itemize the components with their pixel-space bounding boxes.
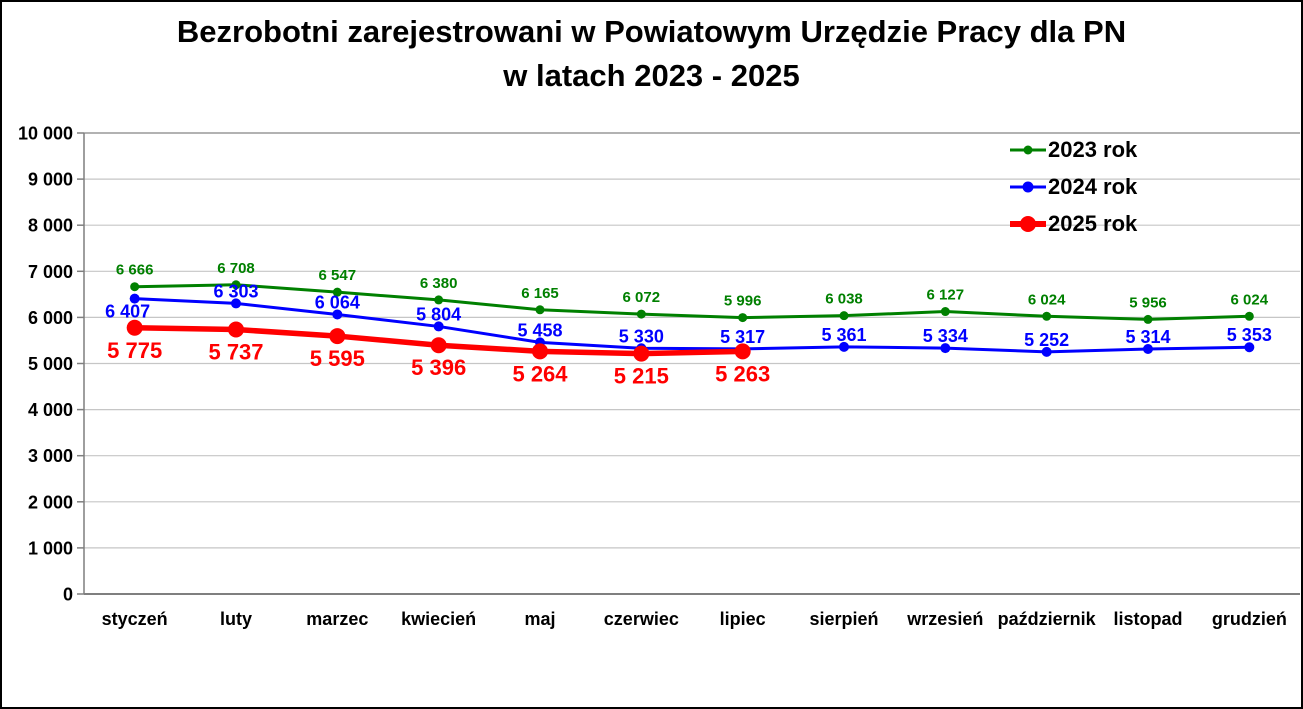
data-label: 6 666 [116, 262, 154, 279]
data-label: 5 737 [208, 340, 263, 365]
chart-title-block: Bezrobotni zarejestrowani w Powiatowym U… [2, 10, 1301, 98]
data-point [940, 307, 950, 317]
data-point [636, 309, 646, 319]
data-point [839, 311, 849, 321]
y-axis-label: 3 000 [28, 446, 73, 466]
series-line-2023-rok [134, 283, 1250, 321]
legend-line-dot-icon [1010, 140, 1046, 160]
data-label: 5 458 [517, 320, 562, 340]
x-axis-label: październik [998, 609, 1097, 629]
x-axis-label: grudzień [1212, 609, 1287, 629]
data-label: 6 303 [213, 281, 258, 301]
data-point [332, 287, 342, 297]
x-axis-label: maj [524, 609, 555, 629]
data-label: 6 380 [420, 275, 458, 292]
data-point [430, 337, 447, 354]
y-axis-label: 10 000 [18, 124, 73, 144]
data-label: 5 263 [715, 361, 770, 386]
data-point [1244, 311, 1254, 321]
x-axis-label: czerwiec [604, 609, 679, 629]
data-label: 5 330 [619, 326, 664, 346]
data-point [1143, 314, 1153, 324]
data-label: 6 072 [623, 289, 661, 306]
data-label: 5 361 [821, 325, 866, 345]
data-label: 5 595 [310, 346, 365, 371]
y-axis-label: 6 000 [28, 308, 73, 328]
data-label: 6 708 [217, 260, 255, 277]
data-point [434, 295, 444, 305]
data-point [633, 345, 650, 362]
x-axis-label: lipiec [720, 609, 766, 629]
data-label: 6 024 [1231, 291, 1269, 308]
data-point [1143, 344, 1153, 355]
data-label: 6 547 [319, 267, 357, 284]
data-label: 5 775 [107, 338, 162, 363]
y-axis-label: 4 000 [28, 400, 73, 420]
data-label: 5 353 [1227, 325, 1272, 345]
data-point [734, 343, 751, 360]
y-axis-label: 2 000 [28, 492, 73, 512]
x-axis-label: marzec [306, 609, 368, 629]
data-label: 6 024 [1028, 291, 1066, 308]
data-label: 5 252 [1024, 330, 1069, 350]
legend: 2023 rok 2024 rok 2025 rok [1010, 131, 1137, 242]
data-point [940, 343, 951, 354]
data-point [1244, 342, 1255, 353]
data-label: 5 996 [724, 293, 762, 310]
legend-label: 2025 rok [1048, 210, 1138, 236]
data-point [126, 319, 143, 336]
data-label: 5 264 [512, 361, 568, 386]
data-point [839, 341, 849, 352]
legend-label: 2024 rok [1048, 173, 1138, 199]
legend-item-2024: 2024 rok [1010, 168, 1137, 205]
data-label: 6 165 [521, 285, 559, 302]
legend-label: 2023 rok [1048, 136, 1138, 162]
data-label: 5 804 [416, 304, 461, 324]
data-label: 5 215 [614, 364, 669, 389]
legend-line-dot-icon [1010, 214, 1046, 234]
chart-subtitle: w latach 2023 - 2025 [503, 58, 800, 93]
data-label: 5 396 [411, 355, 466, 380]
data-point [532, 343, 548, 360]
data-label: 6 038 [825, 291, 863, 308]
x-axis-label: wrzesień [906, 609, 983, 629]
data-point [130, 282, 140, 292]
series-line-2024-rok [134, 297, 1250, 354]
data-point [228, 321, 244, 338]
data-label: 6 407 [105, 302, 150, 322]
x-axis-label: sierpień [809, 609, 878, 629]
y-axis-label: 5 000 [28, 354, 73, 374]
x-axis-label: kwiecień [401, 609, 476, 629]
y-axis-label: 9 000 [28, 170, 73, 190]
data-label: 5 956 [1129, 294, 1167, 311]
data-point [433, 321, 444, 332]
data-label: 5 317 [720, 327, 765, 347]
x-axis-label: styczeń [102, 609, 168, 629]
chart-title: Bezrobotni zarejestrowani w Powiatowym U… [176, 14, 1127, 49]
x-axis-label: listopad [1113, 609, 1182, 629]
y-axis-label: 0 [63, 585, 73, 605]
y-axis-label: 8 000 [28, 216, 73, 236]
data-point [231, 280, 241, 290]
data-label: 5 314 [1125, 327, 1170, 347]
data-point [332, 309, 343, 320]
y-axis-label: 1 000 [28, 538, 73, 558]
data-point [231, 298, 241, 309]
x-axis-label: luty [220, 609, 252, 629]
legend-line-dot-icon [1010, 177, 1046, 197]
data-point [1042, 311, 1052, 321]
data-point [329, 328, 346, 345]
legend-item-2023: 2023 rok [1010, 131, 1137, 168]
data-point [1041, 346, 1052, 357]
data-point [129, 293, 140, 304]
data-label: 5 334 [923, 326, 968, 346]
data-point [535, 305, 545, 315]
data-label: 6 127 [927, 287, 965, 304]
y-axis-label: 7 000 [28, 262, 73, 282]
data-point [738, 313, 748, 323]
data-label: 6 064 [315, 292, 360, 312]
legend-item-2025: 2025 rok [1010, 205, 1137, 242]
